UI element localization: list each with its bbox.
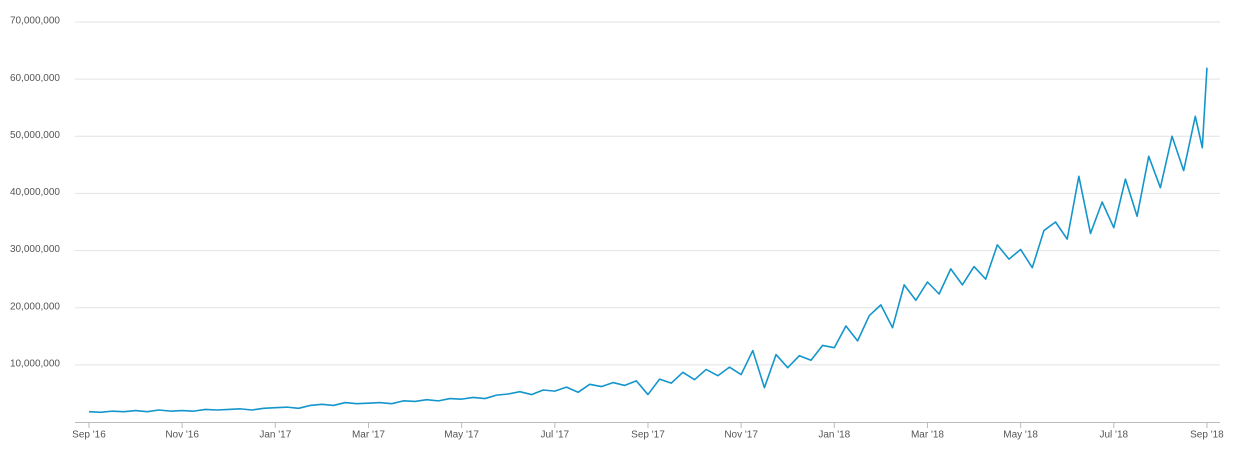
x-tick-label: Jan '17	[259, 430, 291, 441]
x-tick-label: Jul '18	[1099, 430, 1128, 441]
x-tick-label: Mar '18	[911, 430, 944, 441]
x-tick-label: May '18	[1003, 430, 1038, 441]
line	[88, 67, 1208, 414]
y-tick-label: 70,000,000	[10, 16, 60, 27]
y-tick-label: 10,000,000	[10, 358, 60, 369]
y-tick-label: 40,000,000	[10, 187, 60, 198]
x-tick-label: Sep '17	[631, 430, 665, 441]
x-tick-label: Nov '16	[165, 430, 199, 441]
x-tick-label: Nov '17	[724, 430, 758, 441]
x-tick-label: Mar '17	[352, 430, 385, 441]
x-tick-label: Jul '17	[541, 430, 570, 441]
y-tick-label: 30,000,000	[10, 244, 60, 255]
y-tick-label: 60,000,000	[10, 73, 60, 84]
x-tick-label: May '17	[444, 430, 479, 441]
y-tick-label: 20,000,000	[10, 301, 60, 312]
x-tick-label: Jan '18	[818, 430, 850, 441]
x-tick-label: Sep '16	[72, 430, 106, 441]
x-tick-label: Sep '18	[1190, 430, 1224, 441]
y-tick-label: 50,000,000	[10, 130, 60, 141]
